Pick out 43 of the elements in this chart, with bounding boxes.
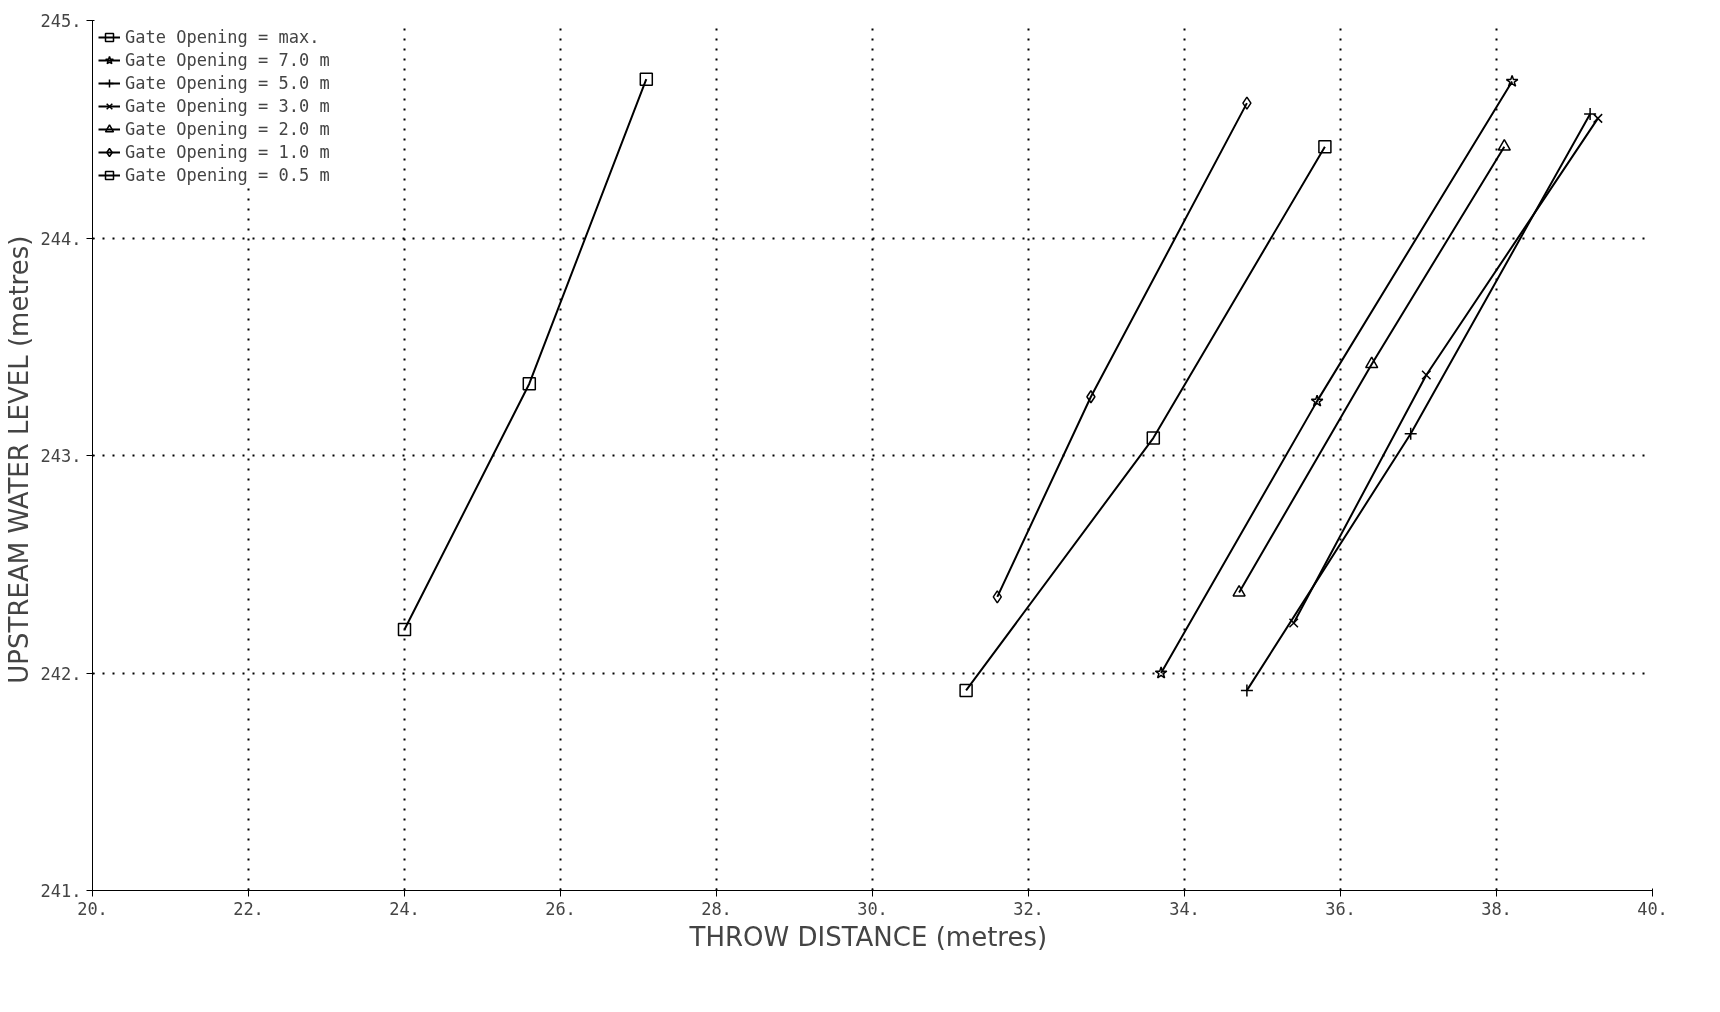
point	[992, 590, 1003, 604]
point	[1154, 666, 1168, 679]
point	[959, 683, 973, 698]
x-tick-label: 40.	[1637, 898, 1668, 919]
y-axis-title: UPSTREAM WATER LEVEL (metres)	[3, 235, 34, 684]
x-axis-title: THROW DISTANCE (metres)	[688, 921, 1048, 952]
x-tick-label: 34.	[1169, 898, 1200, 919]
legend-label: Gate Opening = 1.0 m	[125, 141, 330, 163]
point	[1232, 584, 1246, 597]
point	[1497, 138, 1512, 151]
y-tick-label: 241.	[40, 881, 82, 901]
point	[1242, 96, 1252, 110]
legend-label: Gate Opening = 7.0 m	[125, 49, 330, 71]
x-tick-label: 26.	[545, 898, 576, 919]
point	[1592, 113, 1603, 124]
x-tick-label: 30.	[857, 898, 888, 919]
point	[1288, 617, 1299, 628]
x-tick-label: 32.	[1013, 898, 1044, 919]
point	[1146, 431, 1161, 445]
point	[1505, 74, 1519, 87]
point	[522, 376, 537, 391]
legend-label: Gate Opening = 5.0 m	[125, 72, 330, 94]
x-tick-label: 22.	[233, 898, 264, 919]
legend-label: Gate Opening = max.	[125, 26, 320, 48]
legend-label: Gate Opening = 3.0 m	[125, 95, 330, 117]
x-tick-label: 38.	[1481, 898, 1512, 919]
point	[1421, 370, 1432, 381]
y-tick-label: 243.	[40, 446, 82, 466]
x-tick-label: 28.	[701, 898, 732, 919]
point	[397, 622, 412, 637]
x-tick-label: 24.	[389, 898, 420, 919]
y-tick-label: 245.	[40, 11, 82, 31]
point	[1086, 390, 1096, 404]
point	[1364, 356, 1379, 369]
y-tick-label: 244.	[40, 228, 82, 249]
point	[639, 72, 654, 86]
legend-label: Gate Opening = 0.5 m	[125, 164, 330, 186]
x-tick-label: 20.	[77, 898, 108, 919]
point	[1318, 139, 1332, 154]
y-tick-label: 242.	[40, 663, 82, 684]
point	[1310, 394, 1324, 407]
legend-label: Gate Opening = 2.0 m	[125, 118, 330, 140]
x-tick-label: 36.	[1325, 898, 1356, 919]
